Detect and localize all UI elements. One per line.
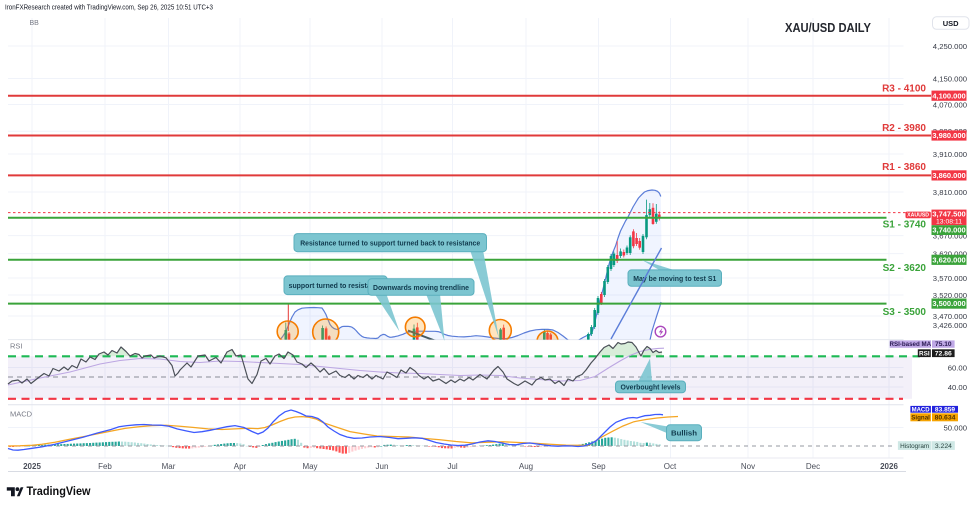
svg-text:XAUUSD: XAUUSD [907, 213, 929, 219]
svg-text:Nov: Nov [741, 462, 755, 471]
svg-text:Aug: Aug [519, 462, 533, 471]
svg-text:USD: USD [943, 19, 959, 28]
svg-text:3,747.500: 3,747.500 [932, 210, 965, 219]
svg-text:RSI-based MA: RSI-based MA [889, 341, 931, 348]
svg-text:Histogram: Histogram [900, 443, 929, 450]
svg-text:R1 - 3860: R1 - 3860 [882, 162, 926, 173]
svg-text:3.224: 3.224 [935, 443, 952, 450]
svg-text:Mar: Mar [162, 462, 176, 471]
svg-text:Jul: Jul [447, 462, 457, 471]
svg-text:Downwards moving trendline: Downwards moving trendline [373, 283, 469, 292]
svg-text:Bullish: Bullish [671, 428, 697, 437]
svg-text:3,810.000: 3,810.000 [933, 188, 967, 197]
svg-text:3,740.000: 3,740.000 [932, 226, 965, 235]
svg-text:4,250.000: 4,250.000 [933, 42, 967, 51]
svg-text:80.634: 80.634 [935, 415, 956, 422]
svg-text:Dec: Dec [806, 462, 820, 471]
svg-text:4,150.000: 4,150.000 [933, 74, 967, 83]
svg-text:3,620.000: 3,620.000 [932, 255, 965, 264]
svg-text:R2 - 3980: R2 - 3980 [882, 123, 926, 134]
svg-text:3,570.000: 3,570.000 [933, 274, 967, 283]
svg-text:50.000: 50.000 [943, 423, 967, 432]
svg-text:3,426.000: 3,426.000 [933, 321, 967, 330]
svg-text:RSI: RSI [919, 350, 930, 357]
svg-text:2025: 2025 [23, 462, 41, 471]
svg-text:S3 - 3500: S3 - 3500 [883, 307, 927, 318]
svg-text:Overbought levels: Overbought levels [621, 385, 681, 392]
svg-text:2026: 2026 [880, 462, 898, 471]
svg-text:83.859: 83.859 [935, 406, 956, 413]
svg-text:BB: BB [30, 20, 40, 27]
svg-text:Apr: Apr [234, 462, 247, 471]
svg-text:IronFXResearch created with Tr: IronFXResearch created with TradingView.… [5, 3, 213, 12]
svg-text:S1 - 3740: S1 - 3740 [883, 220, 927, 231]
svg-text:75.10: 75.10 [935, 341, 952, 348]
svg-text:RSI: RSI [10, 342, 23, 351]
svg-text:3,470.000: 3,470.000 [933, 312, 967, 321]
svg-text:Feb: Feb [98, 462, 112, 471]
svg-text:60.00: 60.00 [948, 363, 967, 372]
svg-text:Signal: Signal [911, 415, 930, 422]
svg-text:May: May [302, 462, 317, 471]
svg-text:Sep: Sep [591, 462, 606, 471]
svg-text:3,980.000: 3,980.000 [932, 131, 965, 140]
svg-text:XAU/USD DAILY: XAU/USD DAILY [785, 21, 872, 35]
svg-text:3,860.000: 3,860.000 [932, 171, 965, 180]
svg-text:MACD: MACD [912, 407, 931, 413]
svg-text:72.86: 72.86 [935, 350, 952, 357]
svg-text:4,070.000: 4,070.000 [933, 100, 967, 109]
svg-text:3,910.000: 3,910.000 [933, 150, 967, 159]
svg-text:4,100.000: 4,100.000 [932, 91, 965, 100]
svg-text:TradingView: TradingView [27, 484, 91, 498]
svg-text:Oct: Oct [664, 462, 677, 471]
svg-text:3,500.000: 3,500.000 [932, 299, 965, 308]
svg-text:R3 - 4100: R3 - 4100 [882, 84, 926, 95]
svg-text:13:08:11: 13:08:11 [936, 219, 962, 226]
svg-text:Jun: Jun [376, 462, 389, 471]
svg-text:MACD: MACD [10, 410, 33, 419]
svg-text:Resistance turned to support t: Resistance turned to support turned back… [300, 238, 480, 247]
svg-text:S2 - 3620: S2 - 3620 [883, 263, 927, 274]
svg-text:40.00: 40.00 [948, 383, 967, 392]
